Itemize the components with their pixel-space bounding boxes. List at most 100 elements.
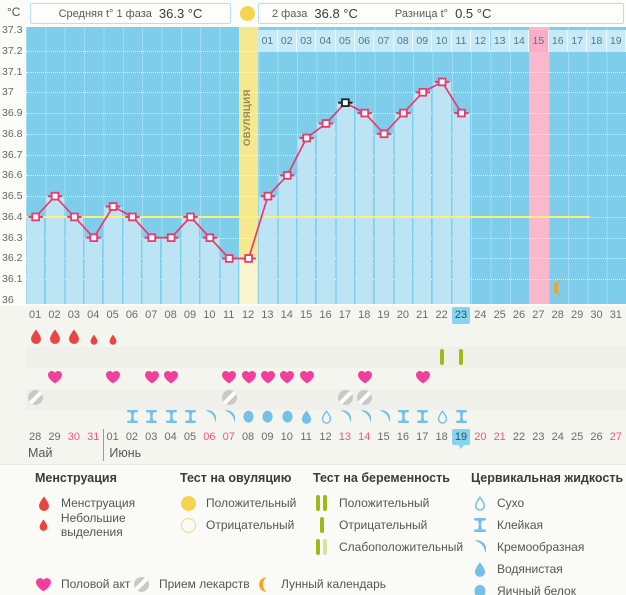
cycle-day-cell[interactable]: 28 <box>551 309 564 321</box>
temperature-day-bar[interactable] <box>336 102 355 304</box>
temperature-day-bar[interactable] <box>181 216 200 304</box>
cycle-day-cell[interactable]: 05 <box>106 309 119 321</box>
date-cell[interactable]: 09 <box>261 431 274 443</box>
date-cell[interactable]: 27 <box>609 431 622 443</box>
temperature-day-bar[interactable] <box>85 237 103 304</box>
cycle-day-cell[interactable]: 16 <box>319 309 332 321</box>
date-cell[interactable]: 17 <box>416 431 429 443</box>
cycle-day-cell[interactable]: 26 <box>512 309 526 321</box>
temperature-day-bar[interactable] <box>433 81 451 304</box>
cycle-day-cell[interactable]: 06 <box>125 309 139 321</box>
cycle-day-cell[interactable]: 24 <box>474 309 487 321</box>
date-cell[interactable]: 24 <box>551 431 564 443</box>
date-cell[interactable]: 26 <box>590 431 603 443</box>
date-cell[interactable]: 13 <box>338 431 351 443</box>
cycle-day-cell[interactable]: 09 <box>183 309 197 321</box>
temperature-day-bar[interactable] <box>104 206 122 304</box>
date-cell[interactable]: 08 <box>241 431 255 443</box>
temperature-day-bar[interactable] <box>220 258 238 304</box>
date-cell[interactable]: 25 <box>570 431 584 443</box>
date-cell[interactable]: 01 <box>106 431 119 443</box>
temperature-day-bar[interactable] <box>46 196 64 304</box>
dpo-cell[interactable]: 06 <box>355 30 375 52</box>
date-cell[interactable]: 02 <box>125 431 139 443</box>
dpo-cell[interactable]: 07 <box>374 30 394 52</box>
date-cell[interactable]: 31 <box>87 431 100 443</box>
temperature-day-bar[interactable] <box>239 258 258 304</box>
cycle-day-cell[interactable]: 29 <box>570 309 584 321</box>
cycle-day-cell[interactable]: 12 <box>241 309 255 321</box>
date-cell[interactable]: 30 <box>67 431 80 443</box>
temperature-day-bar[interactable] <box>162 237 180 304</box>
date-cell[interactable]: 22 <box>512 431 526 443</box>
temperature-day-bar[interactable] <box>123 216 142 304</box>
dpo-cell[interactable]: 14 <box>509 30 530 52</box>
dpo-cell[interactable]: 08 <box>393 30 414 52</box>
date-cell[interactable]: 14 <box>358 431 371 443</box>
cycle-day-cell[interactable]: 21 <box>416 309 429 321</box>
cycle-day-cell[interactable]: 19 <box>377 309 390 321</box>
dpo-cell[interactable]: 09 <box>413 30 433 52</box>
dpo-cell[interactable]: 15 <box>529 30 549 52</box>
date-cell[interactable]: 11 <box>300 431 312 443</box>
date-cell[interactable]: 15 <box>377 431 390 443</box>
date-cell[interactable]: 21 <box>493 431 506 443</box>
date-cell[interactable]: 20 <box>474 431 487 443</box>
cycle-day-cell[interactable]: 07 <box>145 309 158 321</box>
cycle-day-cell[interactable]: 15 <box>300 309 313 321</box>
date-cell[interactable]: 05 <box>183 431 197 443</box>
cycle-day-cell[interactable]: 02 <box>48 309 61 321</box>
dpo-cell[interactable]: 03 <box>296 30 317 52</box>
date-cell[interactable]: 06 <box>203 431 216 443</box>
dpo-cell[interactable]: 02 <box>277 30 297 52</box>
dpo-cell[interactable]: 05 <box>335 30 355 52</box>
cycle-day-cell[interactable]: 03 <box>67 309 80 321</box>
temperature-day-bar[interactable] <box>143 237 161 304</box>
cycle-day-cell[interactable]: 11 <box>223 309 235 321</box>
date-cell[interactable]: 16 <box>396 431 410 443</box>
temperature-day-bar[interactable] <box>65 216 84 304</box>
cycle-day-cell[interactable]: 01 <box>29 309 42 321</box>
cycle-day-cell[interactable]: 25 <box>493 309 506 321</box>
cycle-day-cell[interactable]: 08 <box>164 309 177 321</box>
cycle-day-cell[interactable]: 31 <box>609 309 622 321</box>
date-cell[interactable]: 04 <box>164 431 177 443</box>
temperature-day-bar[interactable] <box>414 92 432 304</box>
temperature-day-bar[interactable] <box>259 196 277 304</box>
temperature-day-bar[interactable] <box>317 123 335 304</box>
date-cell[interactable]: 12 <box>319 431 332 443</box>
temperature-day-bar[interactable] <box>452 113 471 304</box>
dpo-cell[interactable]: 19 <box>606 30 626 52</box>
dpo-cell[interactable]: 16 <box>548 30 568 52</box>
cycle-day-cell[interactable]: 10 <box>203 309 216 321</box>
temperature-day-bar[interactable] <box>394 113 413 304</box>
temperature-day-bar[interactable] <box>27 216 45 304</box>
date-cell[interactable]: 23 <box>532 431 545 443</box>
date-cell[interactable]: 28 <box>29 431 42 443</box>
date-cell[interactable]: 19 <box>451 429 471 445</box>
date-cell[interactable]: 03 <box>145 431 158 443</box>
dpo-cell[interactable]: 10 <box>432 30 452 52</box>
date-cell[interactable]: 07 <box>222 431 235 443</box>
cycle-day-cell[interactable]: 13 <box>261 309 274 321</box>
date-cell[interactable]: 18 <box>435 431 448 443</box>
date-cell[interactable]: 10 <box>280 431 293 443</box>
cycle-day-cell[interactable]: 20 <box>396 309 410 321</box>
temperature-day-bar[interactable] <box>375 133 393 304</box>
cycle-day-cell[interactable]: 27 <box>532 309 545 321</box>
temperature-day-bar[interactable] <box>201 237 219 304</box>
cycle-day-cell[interactable]: 23 <box>451 307 471 324</box>
dpo-cell[interactable]: 11 <box>451 30 472 52</box>
cycle-day-cell[interactable]: 17 <box>338 309 351 321</box>
temperature-day-bar[interactable] <box>356 113 374 304</box>
dpo-cell[interactable]: 04 <box>316 30 336 52</box>
cycle-day-cell[interactable]: 30 <box>590 309 603 321</box>
dpo-cell[interactable]: 01 <box>258 30 278 52</box>
cycle-day-cell[interactable]: 22 <box>435 309 448 321</box>
dpo-cell[interactable]: 18 <box>587 30 607 52</box>
dpo-cell[interactable]: 17 <box>567 30 588 52</box>
cycle-day-cell[interactable]: 14 <box>280 309 293 321</box>
cycle-day-cell[interactable]: 04 <box>87 309 100 321</box>
temperature-day-bar[interactable] <box>278 175 296 304</box>
date-cell[interactable]: 29 <box>48 431 61 443</box>
